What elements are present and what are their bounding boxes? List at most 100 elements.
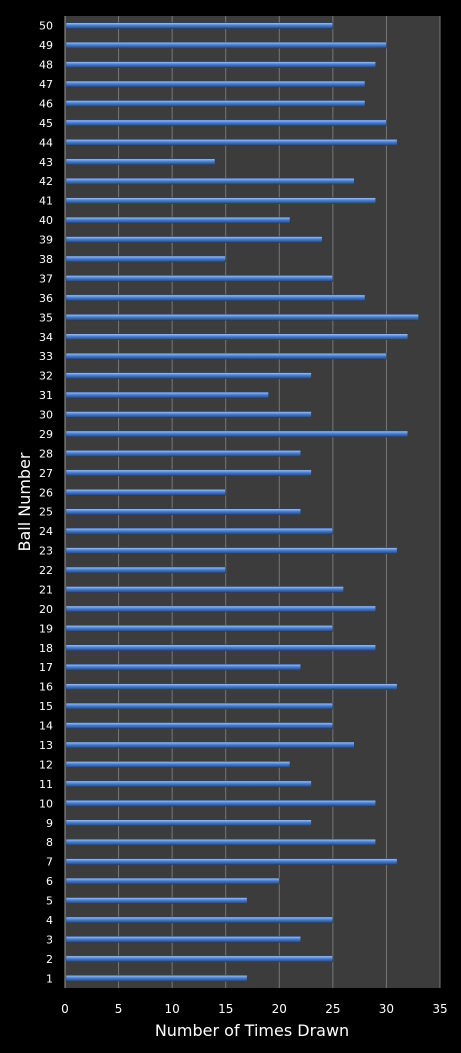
y-tick-label: 1	[46, 972, 53, 985]
y-tick-label: 14	[39, 720, 53, 733]
y-tick-label: 9	[46, 817, 53, 830]
bar-32	[65, 372, 312, 379]
bar-11	[65, 780, 312, 788]
y-tick-label: 16	[39, 681, 53, 694]
x-tick-label: 30	[379, 1002, 394, 1016]
bar-29	[65, 430, 409, 438]
y-tick-label: 36	[39, 292, 53, 305]
x-tick-label: 25	[325, 1002, 340, 1016]
y-tick-label: 8	[46, 836, 53, 849]
bar-42	[65, 177, 355, 185]
bar-16	[65, 683, 398, 690]
y-tick-label: 48	[39, 59, 53, 72]
y-tick-label: 47	[39, 78, 53, 91]
y-tick-label: 10	[39, 797, 53, 810]
y-tick-label: 28	[39, 447, 53, 460]
bar-46	[65, 100, 366, 107]
y-tick-label: 25	[39, 506, 53, 519]
y-tick-label: 26	[39, 486, 53, 499]
y-tick-label: 32	[39, 370, 53, 383]
bar-48	[65, 61, 376, 68]
bar-4	[65, 916, 334, 924]
bar-9	[65, 819, 312, 827]
bar-12	[65, 761, 291, 768]
bar-7	[65, 858, 398, 865]
y-tick-label: 15	[39, 700, 53, 713]
y-tick-label: 42	[39, 175, 53, 188]
x-tick-label: 10	[165, 1002, 180, 1016]
y-tick-label: 21	[39, 583, 53, 596]
bar-22	[65, 566, 226, 574]
y-axis-title: Ball Number	[15, 452, 34, 551]
y-tick-label: 22	[39, 564, 53, 577]
y-tick-label: 49	[39, 39, 53, 52]
bar-44	[65, 139, 398, 146]
y-tick-label: 18	[39, 642, 53, 655]
bar-49	[65, 41, 387, 49]
x-tick-label: 5	[115, 1002, 123, 1016]
y-tick-label: 44	[39, 136, 53, 149]
bar-17	[65, 663, 301, 671]
bar-24	[65, 527, 334, 535]
y-tick-label: 5	[46, 895, 53, 908]
y-tick-label: 11	[39, 778, 53, 791]
bar-28	[65, 450, 301, 457]
bar-34	[65, 333, 409, 341]
bar-13	[65, 741, 355, 749]
y-tick-labels: 1234567891011121314151617181920212223242…	[39, 20, 53, 986]
bar-47	[65, 80, 366, 88]
y-tick-label: 40	[39, 214, 53, 227]
x-tick-label: 0	[61, 1002, 69, 1016]
bar-50	[65, 22, 334, 29]
y-tick-label: 38	[39, 253, 53, 266]
bar-43	[65, 158, 216, 166]
y-tick-label: 45	[39, 117, 53, 130]
bar-27	[65, 469, 312, 477]
bar-33	[65, 352, 387, 360]
bar-23	[65, 547, 398, 554]
y-tick-label: 37	[39, 272, 53, 285]
bar-2	[65, 955, 334, 963]
y-tick-label: 29	[39, 428, 53, 441]
bar-26	[65, 489, 226, 496]
y-tick-label: 4	[46, 914, 53, 927]
bar-38	[65, 255, 226, 263]
y-tick-label: 17	[39, 661, 53, 674]
y-tick-label: 19	[39, 622, 53, 635]
bar-5	[65, 897, 248, 904]
bars	[65, 22, 419, 982]
x-axis-title: Number of Times Drawn	[155, 1021, 349, 1040]
y-tick-label: 30	[39, 409, 53, 422]
y-tick-label: 50	[39, 20, 53, 33]
bar-6	[65, 877, 280, 885]
bar-10	[65, 800, 376, 807]
y-tick-label: 39	[39, 234, 53, 247]
x-tick-label: 20	[272, 1002, 287, 1016]
bar-19	[65, 625, 334, 632]
y-tick-label: 20	[39, 603, 53, 616]
x-tick-label: 35	[432, 1002, 447, 1016]
bar-21	[65, 586, 344, 593]
bar-36	[65, 294, 366, 302]
y-tick-label: 34	[39, 331, 53, 344]
y-tick-label: 35	[39, 311, 53, 324]
bar-35	[65, 314, 419, 321]
y-tick-label: 43	[39, 156, 53, 169]
bar-30	[65, 411, 312, 418]
y-tick-label: 46	[39, 97, 53, 110]
bar-41	[65, 197, 376, 204]
y-tick-label: 24	[39, 525, 53, 538]
bar-14	[65, 722, 334, 729]
y-tick-label: 41	[39, 195, 53, 208]
bar-3	[65, 936, 301, 943]
bar-45	[65, 119, 387, 127]
bar-1	[65, 975, 248, 982]
bar-31	[65, 391, 269, 399]
bar-39	[65, 236, 323, 243]
bar-20	[65, 605, 376, 613]
x-tick-label: 15	[218, 1002, 233, 1016]
y-tick-label: 23	[39, 545, 53, 558]
y-tick-label: 13	[39, 739, 53, 752]
